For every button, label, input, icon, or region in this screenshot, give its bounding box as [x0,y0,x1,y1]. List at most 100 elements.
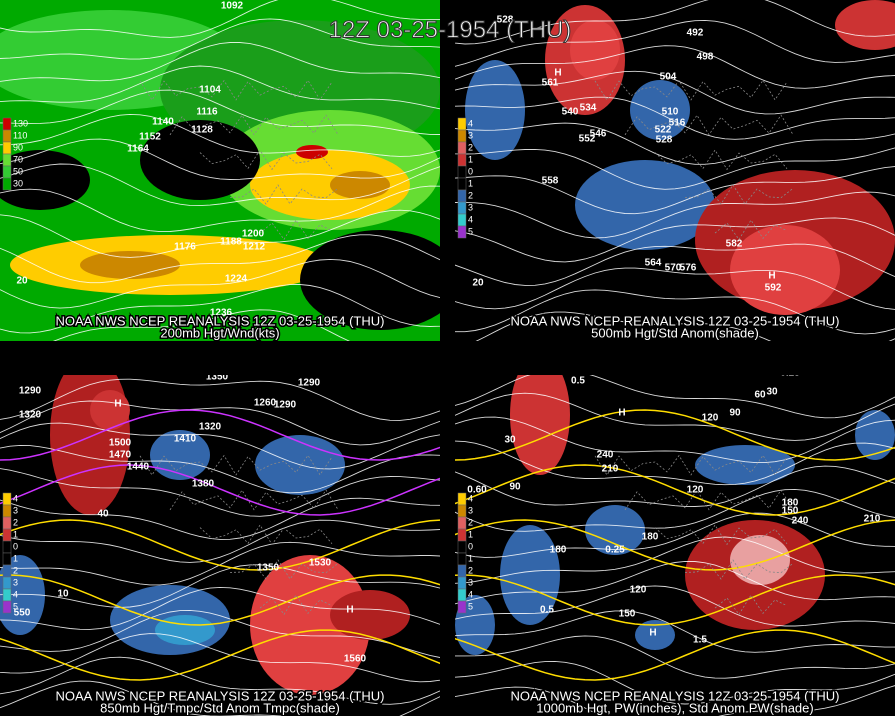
contour-line-colored [455,629,895,681]
panel-caption: 500mb Hgt/Std Anom(shade) [591,325,759,340]
contour-label: 120 [630,585,647,596]
shaded-area [0,150,90,210]
contour-line [0,65,440,110]
legend-label: 2 [13,565,18,575]
contour-line [455,416,895,464]
coastline [654,149,788,171]
contour-line [455,375,895,419]
main-title: 12Z 03-25-1954 (THU) [329,16,572,43]
shaded-area [80,251,180,279]
legend-swatch [457,528,467,542]
contour-label: 1224 [225,274,248,285]
contour-label: 558 [542,176,559,187]
contour-label: 1116 [196,107,218,118]
contour-line [0,422,440,470]
contour-line [0,586,440,630]
legend-swatch [457,129,467,143]
shaded-area [510,375,570,475]
legend-label: 2 [468,142,473,152]
contour-line [455,166,895,215]
contour-label: 30 [504,435,516,446]
contour-label: 528 [656,135,673,146]
map-panel: 4321012345129013501320129015001470144014… [0,375,440,716]
legend-swatch [457,153,467,167]
legend-label: 30 [13,178,23,188]
contour-line [0,378,440,421]
contour-label: 1104 [199,85,221,96]
contour-label: 60 [754,390,766,401]
panel-body: 1301109070503010921104111611401128115211… [0,0,440,341]
coastline [624,489,794,511]
shaded-area [140,120,260,200]
contour-line [455,512,895,558]
contour-label: 1290 [274,400,297,411]
legend-swatch [2,528,12,542]
legend-swatch [2,504,12,518]
contour-label: 510 [662,107,679,118]
legend-swatch [457,540,467,554]
legend-swatch [457,165,467,179]
contour-label: 0.5 [540,605,554,616]
legend-swatch [2,165,12,179]
contour-label: 1260 [254,398,277,409]
contour-label: 522 [655,125,672,136]
contour-line [0,163,440,207]
contour-label: 1200 [242,229,265,240]
contour-label: 1560 [344,654,367,665]
legend-label: 5 [468,601,473,611]
panel-source: NOAA NWS NCEP REANALYSIS 12Z 03-25-1954 … [511,313,840,328]
panel-body: 4321012345129013501320129015001470144014… [0,375,440,716]
panel-caption: 850mb Hgt/Tmpc/Std Anom Tmpc(shade) [100,700,340,715]
contour-line-colored [0,519,440,571]
contour-line [455,560,895,605]
contour-line [455,19,895,67]
coastline [624,114,794,136]
contour-line [0,400,440,446]
contour-line [455,122,895,165]
contour-line-colored [0,464,440,516]
legend-label: 3 [468,577,473,587]
shaded-area [575,160,715,250]
contour-label: 1380 [192,479,215,490]
legend-swatch [2,177,12,191]
contour-line [455,392,895,441]
contour-line-colored [455,464,895,516]
legend-label: 5 [468,226,473,236]
contour-label: 1320 [19,410,42,421]
legend-swatch [457,576,467,590]
contour-label: 1320 [199,422,222,433]
contour-line [475,311,895,341]
contour-line [0,564,440,608]
contour-label: 1410 [174,434,197,445]
contour-label: 534 [580,103,597,114]
contour-label: 240 [792,516,809,527]
contour-line [0,444,440,494]
coastline [654,524,788,546]
shaded-area [570,20,620,80]
panel-source: NOAA NWS NCEP REANALYSIS 12Z 03-25-1954 … [511,688,840,703]
legend-label: 1 [468,529,473,539]
coastline [199,149,333,171]
contour-label: 0.25 [780,368,800,379]
shaded-area [296,145,328,159]
contour-label: 592 [765,283,782,294]
contour-label: 1092 [221,1,244,12]
contour-label: 1470 [109,450,132,461]
legend-swatch [2,117,12,131]
shaded-area [855,410,895,460]
contour-label: 528 [497,15,514,26]
legend-swatch [2,516,12,530]
legend-label: 1 [468,154,473,164]
legend-label: 0 [468,541,473,551]
contour-line [0,113,440,157]
contour-label: H [346,605,353,616]
contour-line [455,289,895,335]
legend-swatch [457,504,467,518]
shaded-area [330,171,390,199]
contour-line [455,465,895,507]
contour-line-colored [455,574,895,626]
shaded-area [730,225,840,315]
contour-line [455,147,895,190]
contour-line [455,217,895,263]
